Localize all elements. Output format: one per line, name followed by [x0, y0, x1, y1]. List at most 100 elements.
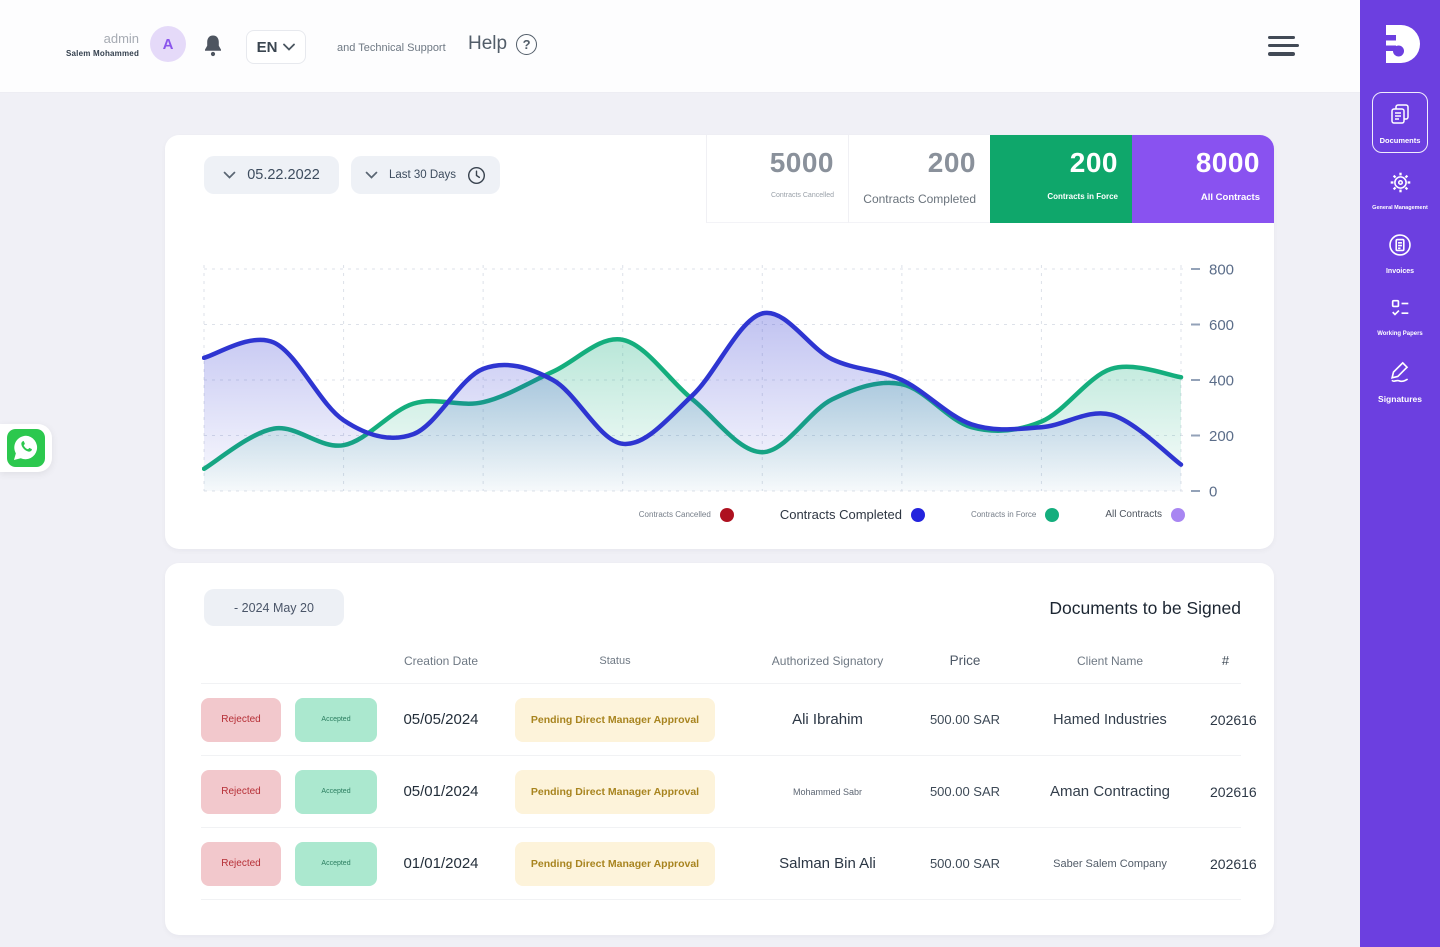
- month-filter[interactable]: - 2024 May 20: [204, 589, 344, 626]
- accept-button[interactable]: Accepted: [295, 697, 377, 742]
- chart-legend: Contracts Cancelled Contracts Completed …: [639, 507, 1185, 522]
- reject-button[interactable]: Rejected: [201, 769, 281, 814]
- avatar-initial: A: [162, 35, 174, 53]
- stat-value: 8000: [1195, 147, 1260, 178]
- help-button[interactable]: Help ?: [468, 33, 538, 55]
- contracts-chart-card: 05.22.2022 Last 30 Days 5000 Contracts C…: [165, 135, 1274, 549]
- svg-text:600: 600: [1209, 317, 1234, 334]
- table-title: Documents to be Signed: [1049, 598, 1241, 618]
- client-name: Aman Contracting: [1049, 783, 1171, 800]
- whatsapp-icon: [7, 429, 45, 467]
- col-status: Status: [599, 654, 631, 667]
- table-row: Rejected Accepted 01/01/2024 Pending Dir…: [201, 828, 1257, 900]
- sidebar-item-invoices[interactable]: Invoices: [1372, 225, 1428, 282]
- authorized-signatory: Ali Ibrahim: [792, 711, 863, 728]
- chevron-down-icon: [365, 171, 378, 179]
- stat-contracts-in-force: 200 Contracts in Force: [990, 135, 1132, 223]
- user-profile[interactable]: admin Salem Mohammed A: [66, 26, 187, 62]
- status-badge: Pending Direct Manager Approval: [515, 697, 715, 742]
- app-logo[interactable]: [1376, 20, 1424, 68]
- stat-value: 5000: [769, 147, 834, 178]
- legend-dot: [1045, 507, 1060, 522]
- document-number: 202616: [1210, 855, 1257, 872]
- legend-contracts-completed[interactable]: Contracts Completed: [780, 507, 925, 522]
- user-names: admin Salem Mohammed: [66, 31, 139, 58]
- sidebar: Documents General Management Invoices Wo…: [1360, 0, 1440, 947]
- sidebar-item-working-papers[interactable]: Working Papers: [1372, 289, 1428, 344]
- accept-button[interactable]: Accepted: [295, 841, 377, 886]
- stats-row: 5000 Contracts Cancelled 200 Contracts C…: [706, 135, 1274, 223]
- status-badge: Pending Direct Manager Approval: [515, 769, 715, 814]
- stat-contracts-completed: 200 Contracts Completed: [848, 135, 990, 223]
- sidebar-item-label: Invoices: [1385, 268, 1414, 275]
- stat-label: Contracts in Force: [1047, 192, 1118, 201]
- legend-dot: [719, 507, 734, 522]
- sidebar-item-label: Documents: [1379, 136, 1421, 145]
- support-text: and Technical Support: [337, 42, 446, 54]
- svg-text:800: 800: [1209, 262, 1234, 279]
- creation-date: 05/05/2024: [403, 711, 479, 728]
- stat-label: Contracts Cancelled: [770, 192, 834, 199]
- avatar[interactable]: A: [150, 26, 187, 62]
- reject-button[interactable]: Rejected: [201, 697, 281, 742]
- sidebar-item-label: Working Papers: [1377, 331, 1423, 337]
- creation-date: 01/01/2024: [403, 855, 479, 872]
- table-row: Rejected Accepted 05/05/2024 Pending Dir…: [201, 684, 1257, 756]
- svg-text:0: 0: [1209, 484, 1217, 501]
- documents-table-card: - 2024 May 20 Documents to be Signed Cre…: [165, 563, 1274, 935]
- sidebar-item-signatures[interactable]: Signatures: [1372, 351, 1428, 411]
- question-mark-icon: ?: [516, 33, 538, 55]
- creation-date: 05/01/2024: [403, 783, 479, 800]
- range-filter[interactable]: Last 30 Days: [351, 156, 500, 194]
- sidebar-nav: Documents General Management Invoices Wo…: [1372, 92, 1428, 418]
- svg-text:200: 200: [1209, 428, 1234, 445]
- invoice-icon: [1387, 232, 1413, 263]
- status-badge: Pending Direct Manager Approval: [515, 841, 715, 886]
- sidebar-item-documents[interactable]: Documents: [1372, 92, 1428, 153]
- col-client-name: Client Name: [1076, 653, 1144, 668]
- sidebar-item-label: General Management: [1372, 205, 1428, 211]
- col-price: Price: [949, 653, 981, 668]
- gear-icon: [1388, 170, 1413, 200]
- stat-label: All Contracts: [1200, 192, 1260, 203]
- signature-icon: [1387, 358, 1413, 389]
- client-name: Hamed Industries: [1053, 711, 1167, 728]
- menu-toggle-icon[interactable]: [1268, 36, 1299, 56]
- price: 500.00 SAR: [929, 784, 1001, 799]
- documents-icon: [1388, 102, 1412, 131]
- range-filter-value: Last 30 Days: [388, 169, 457, 181]
- bell-icon: [205, 35, 221, 57]
- document-number: 202616: [1210, 711, 1257, 728]
- accept-button[interactable]: Accepted: [295, 769, 377, 814]
- whatsapp-button[interactable]: [0, 424, 52, 472]
- reject-button[interactable]: Rejected: [201, 841, 281, 886]
- legend-all-contracts[interactable]: All Contracts: [1105, 507, 1185, 522]
- col-authorized-signatory: Authorized Signatory: [771, 653, 884, 668]
- date-filter-value: 05.22.2022: [247, 167, 320, 183]
- price: 500.00 SAR: [929, 712, 1001, 727]
- notifications-bell-icon[interactable]: [202, 34, 224, 61]
- table-row: Rejected Accepted 05/01/2024 Pending Dir…: [201, 756, 1257, 828]
- legend-contracts-in-force[interactable]: Contracts in Force: [971, 507, 1060, 522]
- date-filter[interactable]: 05.22.2022: [204, 156, 339, 194]
- stat-value: 200: [1069, 147, 1118, 178]
- stat-contracts-cancelled: 5000 Contracts Cancelled: [706, 135, 848, 223]
- svg-text:400: 400: [1209, 373, 1234, 390]
- legend-dot: [1171, 507, 1185, 522]
- table-header: Creation Date Status Authorized Signator…: [201, 638, 1241, 684]
- clock-icon: [468, 166, 486, 184]
- chart-filters: 05.22.2022 Last 30 Days: [204, 156, 500, 194]
- help-label: Help: [468, 33, 508, 54]
- language-selector[interactable]: EN: [246, 30, 306, 64]
- user-name: Salem Mohammed: [66, 48, 140, 58]
- sidebar-item-general-management[interactable]: General Management: [1372, 163, 1428, 218]
- client-name: Saber Salem Company: [1053, 857, 1167, 870]
- legend-contracts-cancelled[interactable]: Contracts Cancelled: [639, 507, 734, 522]
- document-number: 202616: [1210, 783, 1257, 800]
- user-role: admin: [103, 30, 140, 46]
- legend-dot: [910, 507, 925, 522]
- stat-label: Contracts Completed: [863, 192, 976, 206]
- authorized-signatory: Salman Bin Ali: [779, 855, 876, 872]
- working-papers-icon: [1388, 296, 1413, 326]
- authorized-signatory: Mohammed Sabr: [792, 786, 863, 797]
